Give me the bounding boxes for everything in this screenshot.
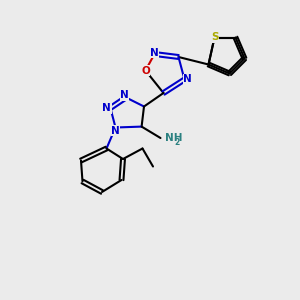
Text: N: N [111,125,120,136]
Text: N: N [120,90,129,100]
Text: NH: NH [165,133,182,143]
Text: N: N [183,74,192,85]
Text: S: S [211,32,218,43]
Text: O: O [141,65,150,76]
Text: N: N [150,47,159,58]
Text: 2: 2 [174,138,180,147]
Text: N: N [102,103,111,113]
